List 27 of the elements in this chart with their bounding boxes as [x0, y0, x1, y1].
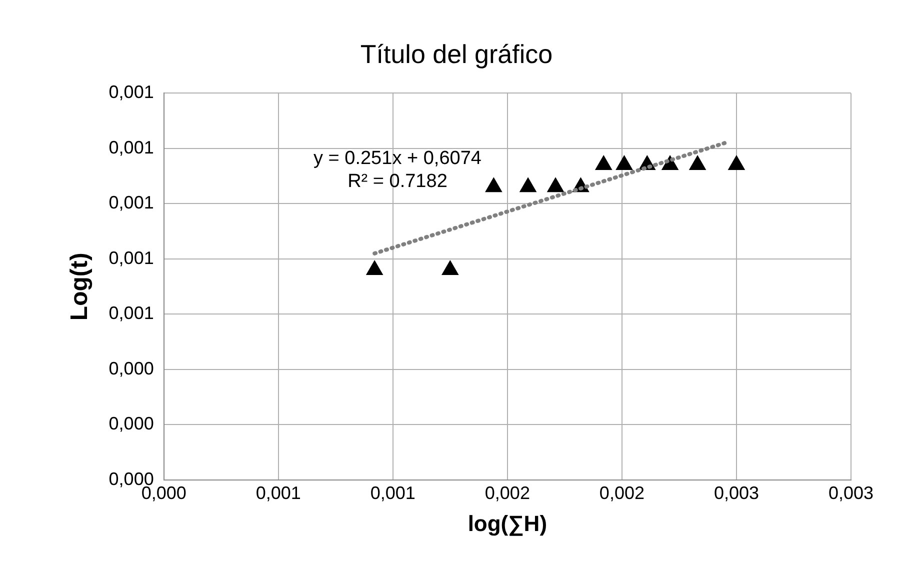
x-tick-label: 0,001	[370, 482, 416, 503]
x-tick-label: 0,001	[256, 482, 301, 503]
y-tick-label: 0,001	[108, 137, 154, 158]
y-tick-label: 0,001	[108, 192, 154, 213]
point	[520, 178, 536, 192]
y-axis-title: Log(t)	[66, 252, 94, 321]
x-tick-label: 0,002	[599, 482, 644, 503]
x-axis-title: log(∑H)	[468, 510, 548, 536]
y-tick-label: 0,000	[108, 358, 154, 378]
point	[595, 156, 612, 170]
point	[485, 178, 502, 192]
y-tick-label: 0,000	[108, 414, 154, 434]
annotation: y = 0.251x + 0,6074	[313, 148, 482, 170]
x-tick-label: 0,003	[714, 482, 759, 503]
x-tick-label: 0,002	[484, 482, 530, 503]
x-tick-label: 0,003	[828, 482, 874, 503]
chart-title: Título del gráfico	[360, 38, 553, 69]
point	[547, 178, 564, 192]
annotation: R² = 0.7182	[348, 171, 448, 192]
point	[442, 260, 458, 276]
y-tick-label: 0,001	[108, 303, 154, 324]
point	[366, 260, 383, 276]
y-tick-label: 0,001	[108, 82, 154, 102]
point	[728, 156, 745, 170]
point	[689, 156, 706, 170]
point	[616, 156, 633, 170]
y-tick-label: 0,001	[108, 248, 154, 268]
